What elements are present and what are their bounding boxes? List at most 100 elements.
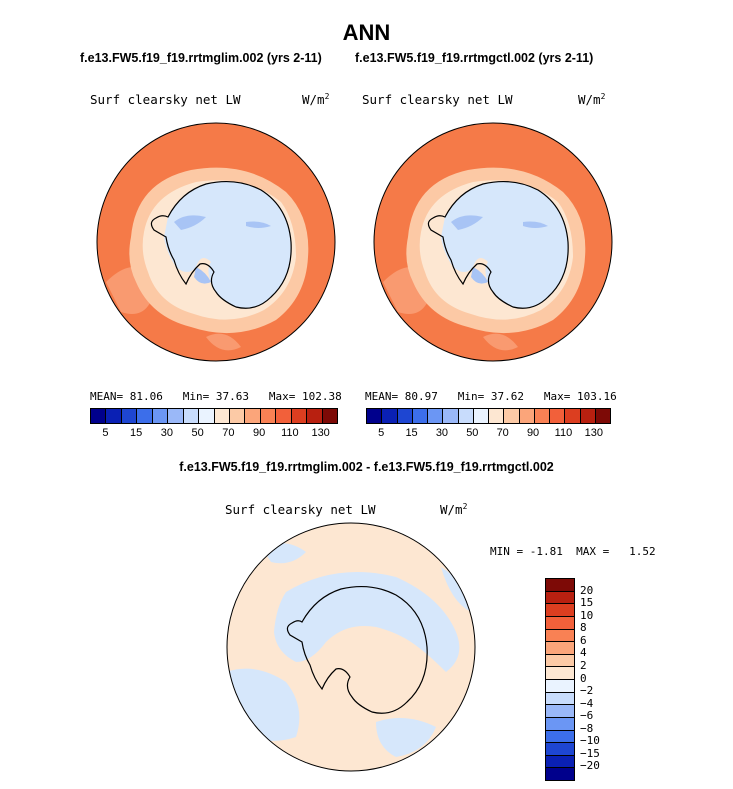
- colorbar-swatch: [489, 409, 505, 423]
- colorbar-tick-label: 6: [580, 633, 587, 647]
- colorbar-swatch: [260, 409, 277, 423]
- colorbar-tick-label: 5: [102, 427, 109, 439]
- colorbar-tick-label: 15: [130, 427, 143, 439]
- colorbar-swatch: [183, 409, 200, 423]
- colorbar-swatch: [534, 409, 550, 423]
- colorbar-swatch: [168, 409, 184, 423]
- colorbar-tick-label: 30: [435, 427, 449, 439]
- left-panel-units: W/m2: [302, 92, 330, 108]
- map-ocean-patch: [483, 333, 518, 351]
- colorbar-swatch: [152, 409, 169, 423]
- colorbar-swatch: [412, 409, 428, 423]
- colorbar-tick-label: 2: [580, 658, 587, 672]
- left-colorbar-ticks: 5 15 30 50 70 90 110 130: [90, 427, 336, 441]
- colorbar-tick-label: 4: [580, 646, 587, 660]
- colorbar-tick-label: −8: [580, 721, 594, 735]
- right-polar-map: [373, 122, 613, 362]
- diff-colorbar-ticks: 20 15 10 8 6 4 2 0 −2 −4 −6 −8 −10 −15 −20: [580, 578, 620, 779]
- colorbar-swatch: [546, 579, 574, 592]
- colorbar-tick-label: 15: [580, 596, 594, 610]
- colorbar-tick-label: 30: [160, 427, 173, 439]
- map-coastline: [427, 180, 569, 309]
- colorbar-tick-label: 50: [466, 427, 479, 439]
- colorbar-tick-label: 90: [526, 427, 540, 439]
- map-low-region: [523, 221, 548, 228]
- main-title: ANN: [342, 20, 391, 45]
- colorbar-tick-label: 15: [405, 427, 418, 439]
- colorbar-swatch: [546, 604, 574, 617]
- map-low-region: [174, 215, 206, 230]
- map-continent: [441, 181, 569, 309]
- right-panel-label: Surf clearsky net LW: [362, 92, 513, 107]
- colorbar-tick-label: 90: [253, 427, 266, 439]
- colorbar-swatch: [276, 409, 292, 423]
- right-stats: MEAN= 80.97 Min= 37.62 Max= 103.16: [365, 390, 617, 403]
- colorbar-swatch: [580, 409, 596, 423]
- colorbar-swatch: [504, 409, 520, 423]
- diff-coastline: [286, 585, 428, 714]
- colorbar-tick-label: −20: [580, 759, 600, 773]
- diff-panel-label: Surf clearsky net LW: [225, 502, 376, 517]
- colorbar-swatch: [546, 654, 574, 668]
- colorbar-swatch: [307, 409, 323, 423]
- colorbar-swatch: [546, 705, 574, 718]
- colorbar-tick-label: 110: [554, 427, 573, 439]
- diff-polar-map: [226, 522, 476, 772]
- colorbar-swatch: [121, 409, 138, 423]
- colorbar-swatch: [428, 409, 444, 423]
- colorbar-swatch: [546, 730, 574, 744]
- colorbar-swatch: [546, 616, 574, 630]
- colorbar-tick-label: 130: [584, 427, 603, 439]
- colorbar-tick-label: 50: [191, 427, 204, 439]
- map-low-region: [451, 215, 483, 230]
- diff-negative-area: [274, 572, 460, 672]
- colorbar-swatch: [546, 768, 574, 780]
- colorbar-swatch: [546, 755, 574, 769]
- colorbar-tick-label: 110: [281, 427, 299, 439]
- left-min-value: 37.63: [215, 390, 249, 403]
- colorbar-tick-label: −6: [580, 709, 594, 723]
- left-colorbar: [90, 408, 338, 424]
- map-low-region: [194, 267, 211, 284]
- colorbar-swatch: [322, 409, 337, 423]
- colorbar-swatch: [473, 409, 489, 423]
- diff-map-border: [226, 522, 476, 772]
- colorbar-swatch: [546, 629, 574, 643]
- map-border: [96, 122, 336, 362]
- colorbar-swatch: [91, 409, 107, 423]
- map-border: [373, 122, 613, 362]
- map-ocean-patch: [206, 333, 241, 351]
- colorbar-swatch: [550, 409, 566, 423]
- colorbar-swatch: [245, 409, 261, 423]
- colorbar-swatch: [546, 642, 574, 655]
- diff-panel-units: W/m2: [440, 502, 468, 518]
- colorbar-swatch: [546, 591, 574, 605]
- right-case-title: f.e13.FW5.f19_f19.rrtmgctl.002 (yrs 2-11…: [355, 51, 594, 65]
- colorbar-swatch: [519, 409, 535, 423]
- left-max-value: 102.38: [302, 390, 342, 403]
- colorbar-swatch: [367, 409, 383, 423]
- colorbar-swatch: [546, 680, 574, 693]
- map-low-region: [246, 221, 271, 228]
- left-stats: MEAN= 81.06 Min= 37.63 Max= 102.38: [90, 390, 342, 403]
- colorbar-swatch: [546, 667, 574, 680]
- colorbar-swatch: [199, 409, 215, 423]
- colorbar-swatch: [229, 409, 246, 423]
- diff-title: f.e13.FW5.f19_f19.rrtmglim.002 - f.e13.F…: [179, 460, 554, 474]
- map-coastline: [150, 180, 292, 309]
- right-panel-units: W/m2: [578, 92, 606, 108]
- colorbar-tick-label: 70: [222, 427, 235, 439]
- colorbar-swatch: [137, 409, 153, 423]
- map-low-region: [471, 267, 488, 284]
- colorbar-tick-label: −2: [580, 684, 594, 698]
- colorbar-swatch: [546, 692, 574, 706]
- colorbar-tick-label: −15: [580, 746, 600, 760]
- left-panel-label: Surf clearsky net LW: [90, 92, 241, 107]
- left-case-title: f.e13.FW5.f19_f19.rrtmglim.002 (yrs 2-11…: [80, 51, 322, 65]
- colorbar-tick-label: 10: [580, 608, 594, 622]
- colorbar-tick-label: 70: [496, 427, 509, 439]
- colorbar-swatch: [397, 409, 413, 423]
- right-mean-value: 80.97: [404, 390, 438, 403]
- left-polar-map: [96, 122, 336, 362]
- colorbar-swatch: [443, 409, 459, 423]
